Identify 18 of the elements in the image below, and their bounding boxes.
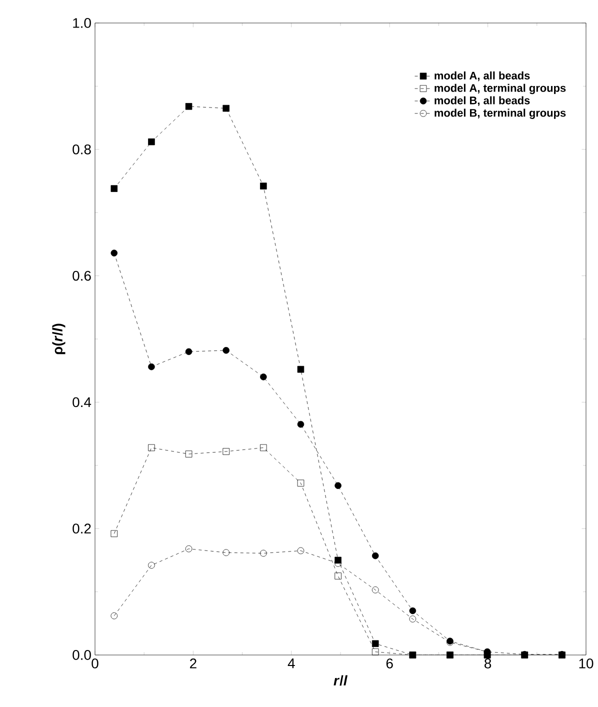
x-tick-label: 0 xyxy=(92,658,98,668)
legend-label: model B, terminal groups xyxy=(434,108,566,119)
y-tick-label: 0.8 xyxy=(72,144,91,154)
x-tick-label: 10 xyxy=(579,658,594,668)
x-tick-label: 4 xyxy=(288,658,295,668)
y-tick-label: 0.0 xyxy=(72,650,91,660)
legend-label: model A, terminal groups xyxy=(434,84,566,94)
y-tick-label: 0.2 xyxy=(72,524,91,534)
y-tick-label: 1.0 xyxy=(73,18,91,28)
y-tick-label: 0.4 xyxy=(72,397,92,408)
legend-label: model B, all beads xyxy=(434,96,530,106)
y-axis-title: ρ(r/l) xyxy=(52,324,66,354)
x-tick-label: 8 xyxy=(484,658,492,668)
legend-label: model A, all beads xyxy=(434,71,530,82)
x-tick-label: 2 xyxy=(190,658,196,668)
x-tick-label: 6 xyxy=(386,658,393,668)
x-axis-title: r/l xyxy=(334,675,348,686)
y-tick-label: 0.6 xyxy=(72,270,91,281)
